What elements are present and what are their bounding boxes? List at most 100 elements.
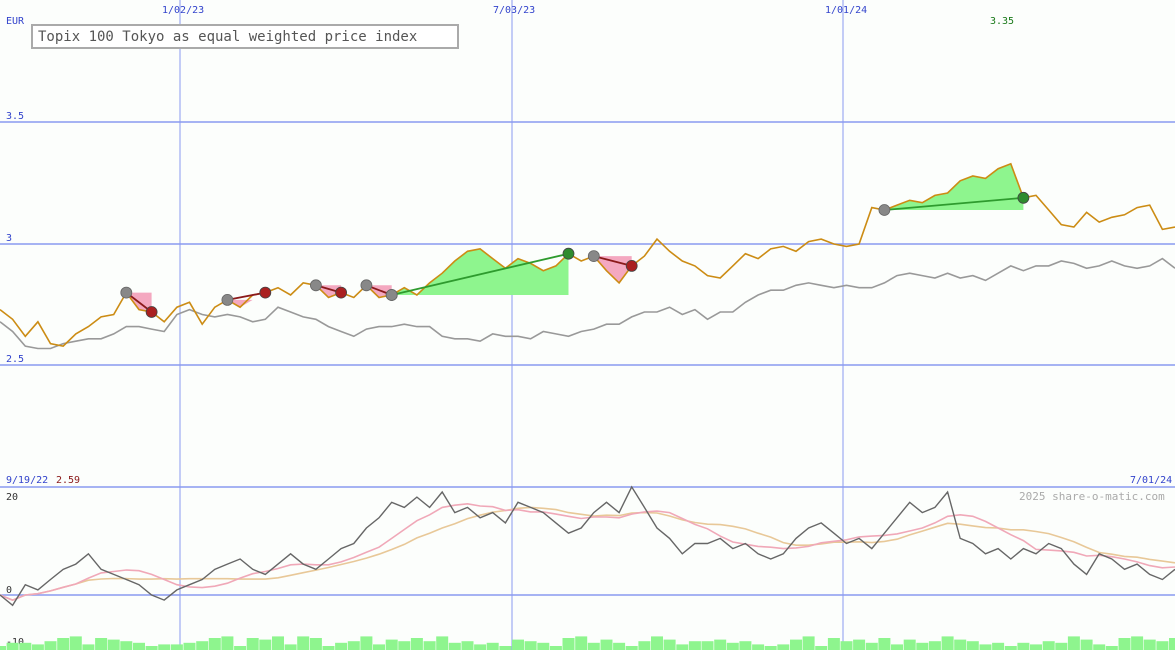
volume-bar [575, 636, 588, 650]
oscillator-series [0, 485, 1175, 607]
watermark: 2025 share-o-matic.com [1019, 490, 1165, 503]
volume-bar [474, 644, 487, 650]
volume-bar [764, 646, 777, 650]
volume-bar [499, 646, 512, 650]
volume-bar [941, 636, 954, 650]
volume-bar [916, 642, 929, 650]
lower-y-tick-20: 20 [6, 492, 18, 503]
max-value-label: 3.35 [990, 16, 1014, 27]
gain-exit-marker [1017, 191, 1030, 204]
volume-bar [57, 638, 70, 650]
volume-bar [0, 646, 6, 650]
volume-bar [69, 636, 82, 650]
volume-bar [221, 636, 234, 650]
volume-bar [347, 641, 360, 650]
volume-bar [524, 641, 537, 650]
volume-bar [815, 646, 828, 650]
gain-exit-marker [562, 247, 575, 260]
volume-bar [158, 644, 171, 650]
volume-bar [802, 636, 815, 650]
volume-bars [0, 636, 1175, 650]
volume-bar [777, 644, 790, 650]
volume-bar [272, 636, 284, 650]
volume-bar [891, 644, 903, 650]
volume-bar [562, 638, 575, 650]
volume-bar [448, 642, 461, 650]
volume-bar [423, 641, 436, 650]
volume-bar [246, 638, 259, 650]
loss-trade-line [227, 291, 266, 301]
volume-bar [1105, 646, 1118, 650]
volume-bar [865, 642, 878, 650]
entry-marker [360, 279, 373, 292]
volume-bar [107, 639, 120, 650]
start-value-label: 2.59 [56, 475, 80, 486]
price-series [0, 162, 1175, 347]
start-date-label: 9/19/22 [6, 475, 48, 486]
volume-bar [688, 641, 701, 650]
volume-bar [436, 636, 449, 650]
slow-average-line [0, 506, 1175, 601]
volume-bar [1093, 644, 1106, 650]
volume-bar [928, 641, 941, 650]
volume-bar [19, 642, 32, 650]
volume-bar [461, 641, 474, 650]
volume-bar [701, 641, 714, 650]
volume-bar [373, 644, 385, 650]
volume-bar [827, 638, 840, 650]
entry-marker [309, 279, 322, 292]
volume-bar [1030, 644, 1042, 650]
volume-bar [587, 642, 600, 650]
volume-bar [954, 639, 967, 650]
volume-bar [1067, 636, 1080, 650]
volume-bar [398, 641, 411, 650]
y-tick-3.5: 3.5 [6, 111, 24, 122]
volume-bar [752, 644, 765, 650]
gain-area [391, 248, 569, 295]
volume-bar [335, 642, 348, 650]
loss-exit-marker [145, 306, 158, 318]
end-date-label: 7/01/24 [1130, 475, 1172, 486]
volume-bar [196, 641, 209, 650]
volume-bar [486, 642, 499, 650]
volume-bar [360, 636, 373, 650]
volume-bar [903, 639, 916, 650]
loss-exit-marker [625, 259, 638, 272]
title-box: Topix 100 Tokyo as equal weighted price … [31, 24, 459, 49]
entry-marker [120, 286, 133, 299]
fast-average-line [0, 502, 1175, 601]
volume-bar [297, 636, 310, 650]
volume-bar [549, 646, 562, 650]
volume-bar [1004, 646, 1017, 650]
volume-bar [322, 646, 335, 650]
entry-marker [878, 204, 891, 216]
volume-bar [512, 639, 524, 650]
volume-bar [259, 639, 272, 650]
volume-bar [853, 639, 866, 650]
volume-bar [537, 642, 550, 650]
lower-y-tick-0: 0 [6, 585, 12, 596]
volume-bar [82, 644, 95, 650]
volume-bar [676, 644, 689, 650]
chart-title: Topix 100 Tokyo as equal weighted price … [38, 29, 417, 45]
volume-bar [613, 642, 626, 650]
volume-bar [133, 642, 145, 650]
volume-bar [385, 639, 398, 650]
entry-marker [221, 293, 234, 306]
volume-bar [6, 642, 19, 650]
volume-bar [1143, 639, 1156, 650]
volume-bar [95, 638, 108, 650]
volume-bar [1169, 638, 1175, 650]
upper-grid [0, 121, 1175, 596]
volume-bar [183, 642, 196, 650]
loss-exit-marker [335, 286, 348, 299]
volume-bar [625, 646, 638, 650]
volume-bar [878, 638, 891, 650]
volume-bar [309, 638, 322, 650]
volume-bar [1055, 642, 1068, 650]
volume-bar [284, 644, 297, 650]
volume-bar [145, 646, 158, 650]
volume-bar [726, 642, 739, 650]
volume-bar [992, 642, 1005, 650]
